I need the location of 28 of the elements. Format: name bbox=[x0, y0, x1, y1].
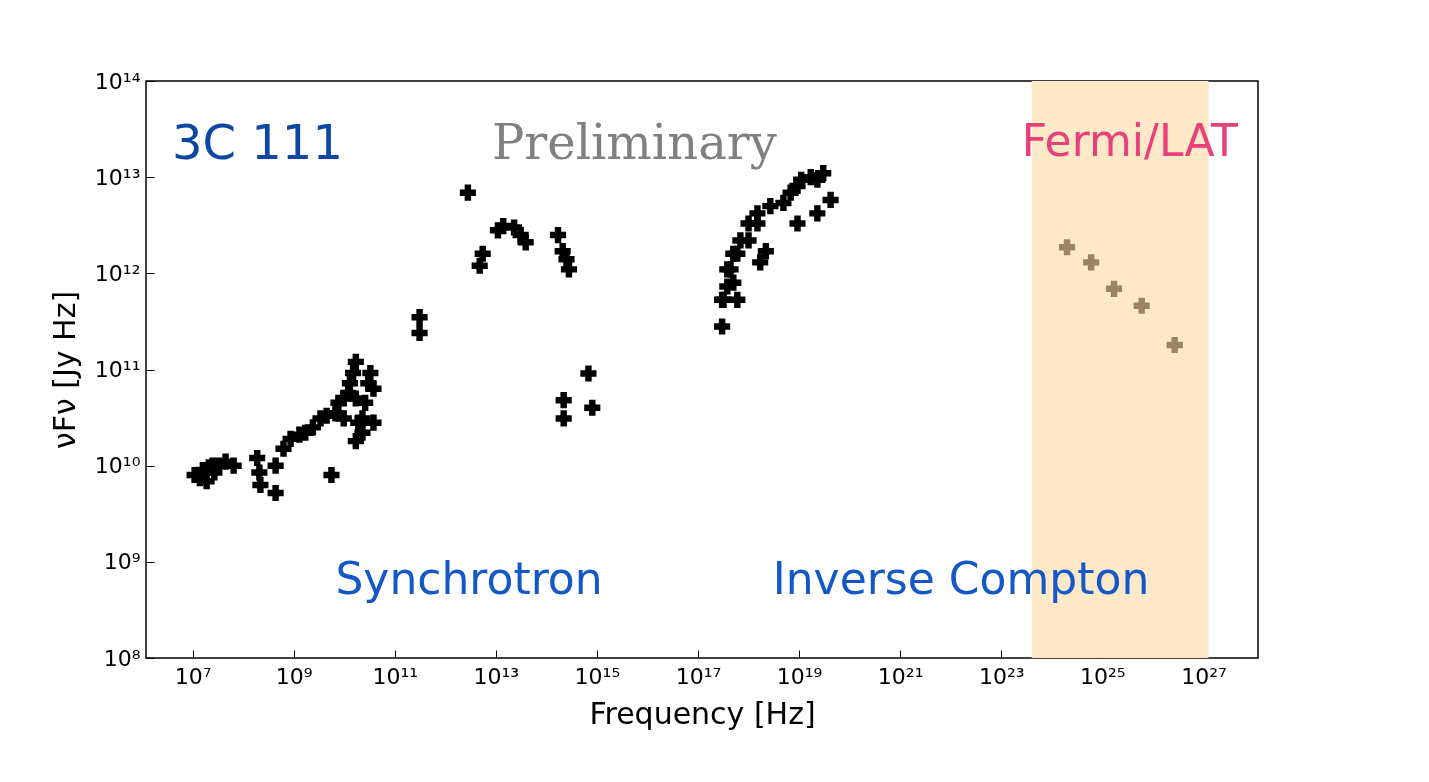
x-tick-label: 10²¹ bbox=[877, 663, 924, 689]
x-tick-label: 10²⁷ bbox=[1181, 663, 1227, 689]
y-axis-title: νFν [Jy Hz] bbox=[46, 290, 82, 450]
y-tick-label: 10¹¹ bbox=[94, 357, 141, 382]
y-tick-label: 10⁹ bbox=[103, 549, 141, 575]
annotation: Fermi/LAT bbox=[1021, 115, 1239, 166]
point bbox=[1133, 297, 1150, 314]
point bbox=[1083, 254, 1100, 271]
x-tick-label: 10⁷ bbox=[174, 663, 212, 689]
annotation: 3C 111 bbox=[172, 114, 343, 170]
annotation: Inverse Compton bbox=[772, 553, 1150, 604]
x-tick-label: 10¹⁹ bbox=[776, 663, 823, 689]
x-tick-label: 10¹¹ bbox=[372, 663, 419, 689]
annotation: Preliminary bbox=[492, 114, 777, 170]
x-axis-title: Frequency [Hz] bbox=[589, 695, 816, 731]
annotation: Synchrotron bbox=[335, 553, 603, 604]
x-tick-label: 10²³ bbox=[978, 663, 1025, 689]
x-tick-label: 10⁹ bbox=[275, 663, 313, 689]
x-tick-label: 10²⁵ bbox=[1080, 663, 1126, 689]
y-tick-label: 10⁸ bbox=[103, 645, 141, 671]
y-tick-label: 10¹³ bbox=[94, 164, 141, 190]
y-tick-label: 10¹⁴ bbox=[94, 68, 141, 94]
x-tick-label: 10¹⁵ bbox=[574, 663, 621, 689]
y-tick-label: 10¹² bbox=[94, 260, 141, 286]
y-tick-label: 10¹⁰ bbox=[94, 453, 141, 479]
x-tick-label: 10¹⁷ bbox=[675, 663, 722, 689]
x-tick-label: 10¹³ bbox=[473, 663, 520, 689]
point bbox=[1058, 239, 1076, 256]
